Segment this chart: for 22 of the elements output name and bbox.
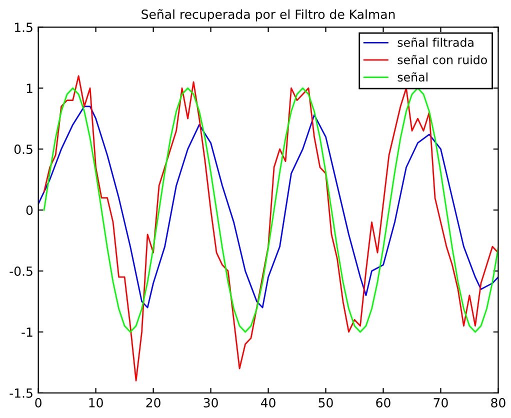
y-tick-label: 0 — [26, 206, 33, 215]
x-tick-label: 0 — [35, 398, 42, 408]
legend-label: señal filtrada — [398, 38, 474, 47]
x-tick-label: 20 — [146, 398, 160, 408]
y-tick-label: 0.5 — [14, 144, 32, 154]
chart-title: Señal recuperada por el Filtro de Kalman — [142, 9, 395, 22]
x-tick-label: 70 — [434, 398, 448, 408]
x-tick-label: 60 — [376, 398, 390, 408]
line-series — [38, 106, 498, 308]
legend-label: señal con ruido — [398, 54, 487, 64]
y-tick-label: 1.5 — [14, 22, 32, 32]
x-tick-label: 30 — [204, 398, 218, 408]
y-tick-label: -1.5 — [10, 388, 32, 398]
y-tick-label: 1 — [26, 84, 32, 93]
x-tick-label: 10 — [89, 398, 103, 408]
x-tick-label: 40 — [260, 398, 276, 408]
x-tick-label: 80 — [491, 398, 506, 408]
legend-label: señal — [398, 72, 428, 82]
x-tick-label: 50 — [318, 398, 333, 408]
line-series — [43, 87, 498, 333]
y-tick-label: -1 — [22, 328, 32, 337]
y-tick-label: -0.5 — [10, 266, 32, 276]
